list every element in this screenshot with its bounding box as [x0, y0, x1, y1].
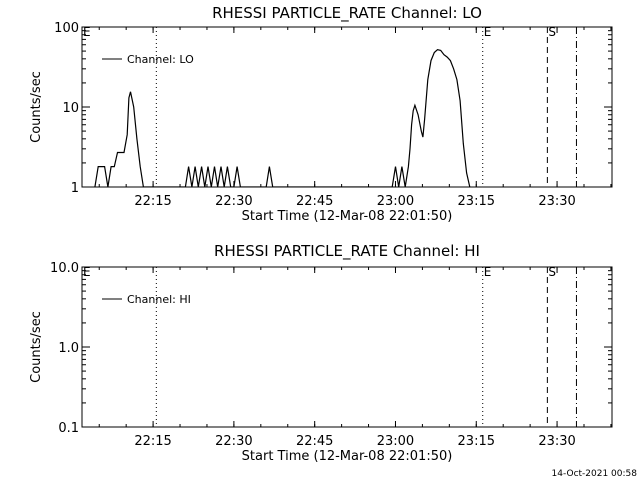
y-tick-label: 1.0: [58, 341, 79, 356]
x-tick-label: 23:30: [538, 194, 575, 209]
marker-label: E: [484, 265, 492, 279]
chart-title: RHESSI PARTICLE_RATE Channel: LO: [212, 4, 482, 23]
x-tick-label: 23:30: [538, 434, 575, 449]
y-axis-label: Counts/sec: [29, 311, 44, 383]
plot-frame: [81, 266, 613, 428]
marker-label: E: [484, 25, 492, 39]
x-tick-label: 22:45: [296, 434, 333, 449]
x-tick-label: 22:15: [134, 434, 171, 449]
legend-entry: Channel: HI: [127, 293, 191, 306]
chart-title: RHESSI PARTICLE_RATE Channel: HI: [214, 242, 480, 261]
plot-frame: [81, 26, 613, 188]
generation-timestamp: 14-Oct-2021 00:58: [552, 469, 638, 479]
data-series-line: [94, 49, 471, 187]
y-tick-label: 1: [71, 181, 79, 196]
x-axis-label: Start Time (12-Mar-08 22:01:50): [242, 209, 453, 224]
x-tick-label: 23:15: [458, 194, 495, 209]
x-tick-label: 22:45: [296, 194, 333, 209]
x-tick-label: 23:15: [458, 434, 495, 449]
panel-hi-channel: RHESSI PARTICLE_RATE Channel: HI 22:15 22:…: [29, 242, 613, 464]
x-tick-label: 23:00: [377, 434, 414, 449]
marker-label: S: [548, 25, 556, 39]
legend-entry: Channel: LO: [127, 53, 194, 66]
x-tick-label: 22:15: [134, 194, 171, 209]
y-axis-label: Counts/sec: [29, 71, 44, 143]
marker-label: E: [83, 265, 91, 279]
y-tick-label: 0.1: [58, 421, 79, 436]
y-tick-label: 10.0: [50, 261, 79, 276]
panel-lo-channel: RHESSI PARTICLE_RATE Channel: LO 22:15 22:…: [29, 4, 613, 224]
y-tick-label: 10: [62, 101, 79, 116]
y-tick-label: 100: [54, 21, 79, 36]
marker-label: S: [548, 265, 556, 279]
x-tick-label: 22:30: [215, 194, 252, 209]
x-axis-label: Start Time (12-Mar-08 22:01:50): [242, 449, 453, 464]
x-tick-label: 22:30: [215, 434, 252, 449]
x-tick-label: 23:00: [377, 194, 414, 209]
marker-label: E: [83, 25, 91, 39]
